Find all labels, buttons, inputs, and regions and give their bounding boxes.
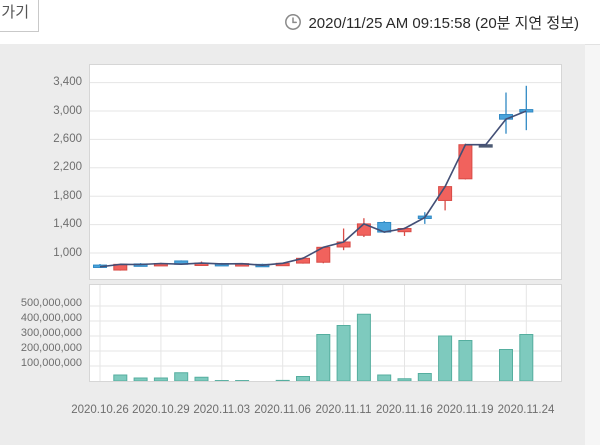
volume-tick-label: 400,000,000	[20, 312, 82, 324]
price-tick-label: 1,400	[53, 218, 82, 231]
price-tick-label: 2,200	[53, 161, 82, 174]
price-tick-label: 1,000	[53, 246, 82, 259]
date-tick-label: 2020.10.29	[132, 404, 190, 416]
volume-tick-label: 100,000,000	[20, 357, 82, 369]
price-tick-label: 3,000	[53, 104, 82, 117]
volume-plot	[89, 284, 562, 382]
timestamp-text: 2020/11/25 AM 09:15:58 (20분 지연 정보)	[308, 14, 579, 32]
price-tick-label: 2,600	[53, 132, 82, 145]
volume-tick-label: 300,000,000	[20, 327, 82, 339]
date-tick-label: 2020.10.26	[71, 404, 129, 416]
quote-timestamp: 2020/11/25 AM 09:15:58 (20분 지연 정보)	[284, 0, 579, 44]
clock-icon	[285, 14, 302, 30]
date-tick-label: 2020.11.16	[375, 404, 433, 416]
header: 가기 2020/11/25 AM 09:15:58 (20분 지연 정보)	[0, 0, 600, 45]
back-button[interactable]: 가기	[0, 0, 39, 32]
date-tick-label: 2020.11.06	[254, 404, 311, 416]
price-plot	[89, 64, 562, 280]
volume-tick-label: 500,000,000	[20, 297, 82, 309]
volume-tick-label: 200,000,000	[20, 342, 82, 354]
price-tick-label: 1,800	[53, 189, 82, 202]
date-tick-label: 2020.11.03	[193, 404, 251, 416]
date-tick-label: 2020.11.19	[436, 404, 494, 416]
date-tick-label: 2020.11.11	[315, 404, 372, 416]
volume-chart	[90, 285, 561, 381]
date-tick-label: 2020.11.24	[497, 404, 555, 416]
price-chart	[90, 82, 561, 271]
price-tick-label: 3,400	[53, 76, 82, 89]
